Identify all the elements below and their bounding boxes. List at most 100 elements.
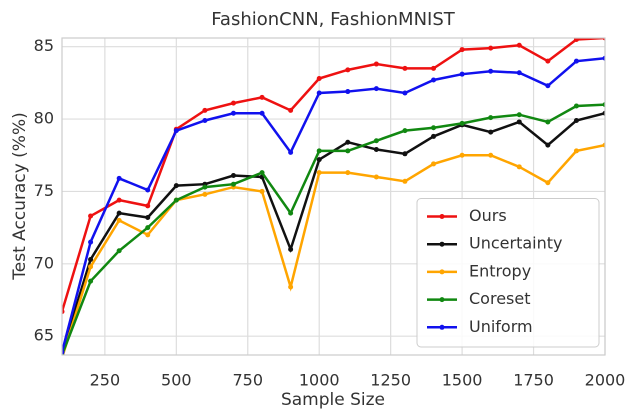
x-tick-label: 500 (161, 371, 192, 390)
point (573, 103, 579, 109)
point (230, 181, 236, 187)
plot-frame (61, 37, 606, 356)
point (402, 178, 408, 184)
legend-label: Coreset (469, 289, 530, 308)
point (316, 90, 322, 96)
legend-marker (439, 269, 445, 275)
point (488, 115, 494, 121)
point (116, 210, 122, 216)
point (488, 68, 494, 74)
point (202, 184, 208, 190)
point (345, 139, 351, 145)
point (145, 232, 151, 238)
y-tick-label: 70 (34, 253, 54, 272)
point (173, 128, 179, 134)
point (202, 118, 208, 124)
point (345, 148, 351, 154)
point (88, 256, 94, 262)
point (373, 61, 379, 67)
legend-label: Uncertainty (469, 234, 562, 253)
y-tick-label: 65 (34, 326, 54, 345)
point (402, 65, 408, 71)
point (62, 349, 65, 355)
point (116, 197, 122, 203)
point (316, 157, 322, 163)
point (545, 83, 551, 89)
point (459, 152, 465, 158)
series-line (62, 103, 605, 355)
point (545, 180, 551, 186)
point (573, 58, 579, 64)
point (145, 203, 151, 209)
point (230, 100, 236, 106)
point (259, 110, 265, 116)
point (573, 148, 579, 154)
x-tick-label: 1000 (299, 371, 340, 390)
point (516, 119, 522, 125)
point (459, 71, 465, 77)
legend-marker (439, 241, 445, 247)
point (116, 175, 122, 181)
y-tick-label: 80 (34, 109, 54, 128)
point (431, 161, 437, 167)
point (573, 38, 579, 42)
point (173, 197, 179, 203)
point (88, 239, 94, 245)
point (373, 174, 379, 180)
point (516, 112, 522, 118)
legend-label: Ours (469, 206, 507, 225)
point (545, 58, 551, 64)
point (488, 45, 494, 51)
point (545, 142, 551, 148)
legend-marker (439, 214, 445, 219)
x-tick-label: 1250 (370, 371, 411, 390)
series-line (62, 143, 605, 355)
point (345, 67, 351, 73)
legend-marker (439, 297, 445, 303)
x-tick-label: 1750 (513, 371, 554, 390)
point (373, 86, 379, 92)
point (230, 173, 236, 179)
point (259, 94, 265, 100)
series-line (62, 38, 605, 312)
point (288, 210, 294, 216)
point (62, 309, 65, 315)
point (602, 55, 605, 61)
x-axis-label: Sample Size (281, 390, 385, 409)
point (516, 70, 522, 76)
point (488, 152, 494, 158)
x-tick-label: 750 (232, 371, 263, 390)
point (230, 110, 236, 116)
point (316, 76, 322, 82)
point (60, 355, 65, 360)
x-tick-label: 250 (90, 371, 121, 390)
point (402, 151, 408, 157)
point (88, 264, 94, 270)
point (516, 164, 522, 170)
point (459, 47, 465, 53)
point (431, 133, 437, 139)
point (345, 170, 351, 176)
point (88, 278, 94, 284)
x-tick-label: 2000 (585, 371, 626, 390)
point (431, 77, 437, 83)
point (373, 138, 379, 144)
legend-label: Uniform (469, 317, 533, 336)
point (288, 246, 294, 252)
point (259, 188, 265, 194)
point (259, 170, 265, 176)
point (488, 129, 494, 135)
y-tick-label: 75 (34, 181, 54, 200)
point (145, 225, 151, 231)
point (88, 213, 94, 219)
chart-title: FashionCNN, FashionMNIST (211, 9, 456, 30)
point (459, 120, 465, 126)
series-line (62, 57, 605, 353)
legend-box (416, 198, 600, 348)
point (431, 125, 437, 131)
point (573, 118, 579, 124)
legend-marker (439, 324, 445, 330)
point (145, 214, 151, 220)
point (116, 217, 122, 223)
